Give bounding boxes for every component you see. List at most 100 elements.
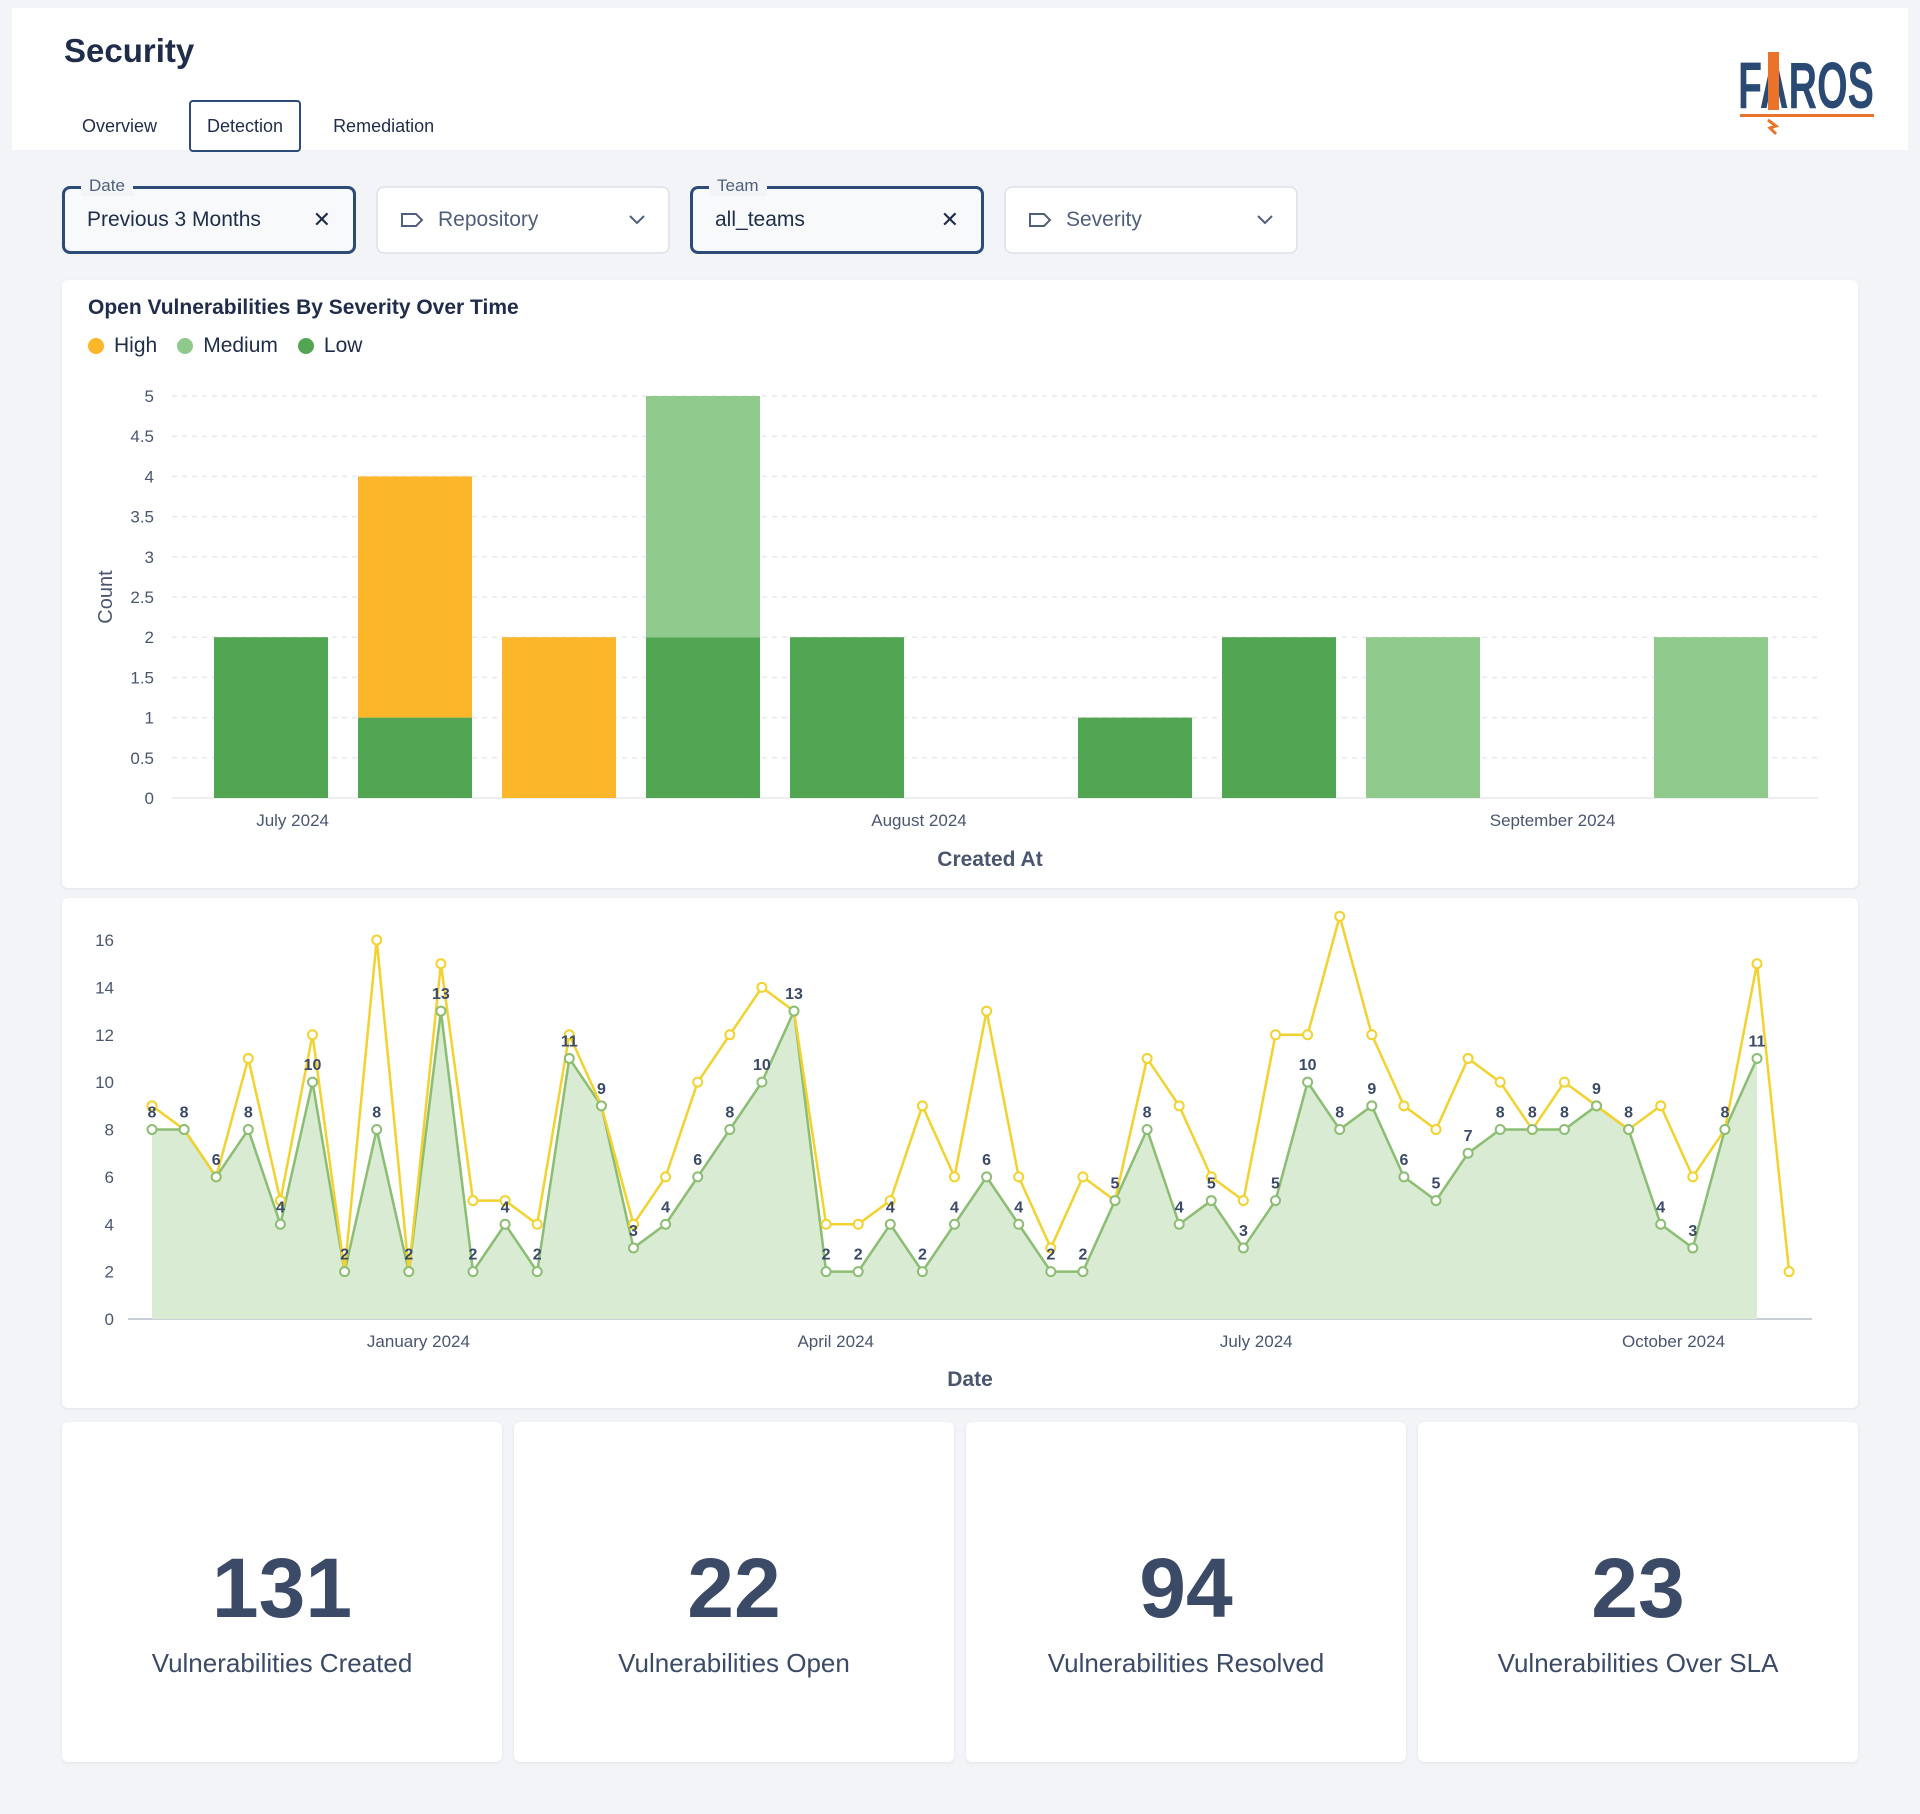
created-point <box>242 1052 254 1064</box>
open-data-label: 6 <box>1399 1152 1408 1169</box>
legend-item-medium[interactable]: Medium <box>177 334 278 358</box>
open-data-label: 2 <box>469 1247 478 1264</box>
legend-label-medium: Medium <box>203 334 278 357</box>
y-tick-label: 5 <box>145 387 154 406</box>
open-point <box>595 1100 607 1112</box>
open-point <box>1173 1218 1185 1230</box>
bar-low <box>790 637 904 798</box>
open-point <box>692 1171 704 1183</box>
open-data-label: 5 <box>1207 1176 1216 1193</box>
open-point <box>1141 1124 1153 1135</box>
created-point <box>916 1100 928 1112</box>
open-data-label: 13 <box>432 986 450 1003</box>
created-series-line <box>151 911 1791 1272</box>
y-tick-label: 4.5 <box>130 427 154 446</box>
severity-bar-chart-card: Open Vulnerabilities By Severity Over Ti… <box>62 280 1858 888</box>
bar-medium <box>1366 637 1480 798</box>
team-filter-label: Team <box>709 176 767 196</box>
repository-filter[interactable]: Repository <box>376 186 670 254</box>
open-point <box>499 1218 511 1230</box>
open-data-label: 2 <box>404 1247 413 1264</box>
open-point <box>1237 1242 1249 1254</box>
open-data-label: 10 <box>304 1057 322 1074</box>
trend-line-chart-card: 0 2 4 6 8 10 12 14 16 8 8 6 8 4 10 2 8 2 13 2 4 2 11 9 3 4 6 8 10 13 2… <box>62 898 1858 1408</box>
created-point <box>852 1218 864 1230</box>
open-data-label: 8 <box>725 1105 734 1122</box>
y-tick-label: 12 <box>95 1026 114 1045</box>
open-point <box>467 1266 479 1278</box>
tab-overview[interactable]: Overview <box>82 116 158 136</box>
open-point <box>949 1218 960 1230</box>
legend-dot-high <box>88 338 104 354</box>
bar-chart-title: Open Vulnerabilities By Severity Over Ti… <box>88 296 519 319</box>
logo-lighthouse-mark <box>1768 52 1779 110</box>
y-tick-label: 2 <box>145 628 154 647</box>
open-point <box>274 1218 286 1230</box>
open-point <box>724 1124 736 1135</box>
y-tick-label: 2 <box>105 1263 114 1282</box>
tab-detection[interactable]: Detection <box>189 100 302 152</box>
created-point <box>499 1195 511 1207</box>
y-tick-label: 1.5 <box>130 668 154 687</box>
open-data-label: 11 <box>561 1033 578 1050</box>
open-point <box>1494 1124 1506 1135</box>
open-data-label: 8 <box>244 1105 253 1122</box>
open-point <box>146 1124 158 1135</box>
kpi-card-created: 131 Vulnerabilities Created <box>62 1422 502 1762</box>
created-point <box>949 1171 960 1183</box>
tag-icon <box>1029 213 1052 227</box>
open-data-label: 3 <box>1688 1223 1697 1240</box>
x-tick-label: July 2024 <box>256 811 329 830</box>
team-filter-value: all_teams <box>715 208 805 231</box>
created-point <box>1398 1100 1410 1112</box>
created-point <box>1430 1124 1442 1135</box>
severity-filter[interactable]: Severity <box>1004 186 1298 254</box>
created-point <box>724 1029 736 1041</box>
open-point <box>820 1266 832 1278</box>
y-tick-label: 14 <box>95 978 114 997</box>
bar-chart-legend: High Medium Low <box>88 334 362 358</box>
clear-team-close-icon[interactable]: ✕ <box>940 207 959 232</box>
kpi-card-over-sla: 23 Vulnerabilities Over SLA <box>1418 1422 1858 1762</box>
open-point <box>339 1266 351 1278</box>
team-filter[interactable]: Team all_teams ✕ <box>690 176 984 254</box>
open-data-label: 4 <box>1656 1199 1665 1216</box>
created-point <box>1334 910 1346 922</box>
bar-low <box>214 637 328 798</box>
tag-icon <box>401 213 424 227</box>
open-data-label: 2 <box>1046 1247 1055 1264</box>
created-point <box>1655 1100 1667 1112</box>
created-point <box>756 981 768 993</box>
open-data-label: 4 <box>501 1199 510 1216</box>
open-data-label: 9 <box>1367 1081 1376 1098</box>
tab-remediation[interactable]: Remediation <box>333 116 435 136</box>
faros-logo: FAROS <box>1738 48 1874 136</box>
y-tick-label: 8 <box>105 1121 114 1140</box>
open-point <box>1623 1124 1635 1135</box>
open-point <box>1719 1124 1731 1135</box>
created-point <box>1687 1171 1699 1183</box>
open-data-label: 10 <box>1299 1057 1317 1074</box>
bar-low <box>1078 717 1192 798</box>
open-point <box>1398 1171 1410 1183</box>
y-tick-label: 0 <box>145 789 154 808</box>
open-data-label: 6 <box>693 1152 702 1169</box>
bar-low <box>358 717 472 798</box>
open-data-label: 2 <box>340 1247 349 1264</box>
open-point <box>531 1266 543 1278</box>
open-data-label: 4 <box>1175 1199 1184 1216</box>
open-data-label: 3 <box>1239 1223 1248 1240</box>
legend-item-high[interactable]: High <box>88 334 157 358</box>
clear-date-close-icon[interactable]: ✕ <box>312 207 331 232</box>
repository-filter-placeholder: Repository <box>438 208 539 231</box>
x-tick-label: August 2024 <box>871 811 966 830</box>
legend-item-low[interactable]: Low <box>297 334 362 358</box>
bar-medium <box>1654 637 1768 798</box>
open-data-label: 8 <box>1624 1105 1633 1122</box>
open-data-label: 8 <box>372 1105 381 1122</box>
open-data-label: 4 <box>886 1199 895 1216</box>
kpi-label-resolved: Vulnerabilities Resolved <box>1047 1648 1325 1678</box>
date-filter[interactable]: Date Previous 3 Months ✕ <box>62 176 356 254</box>
created-point <box>307 1029 318 1041</box>
